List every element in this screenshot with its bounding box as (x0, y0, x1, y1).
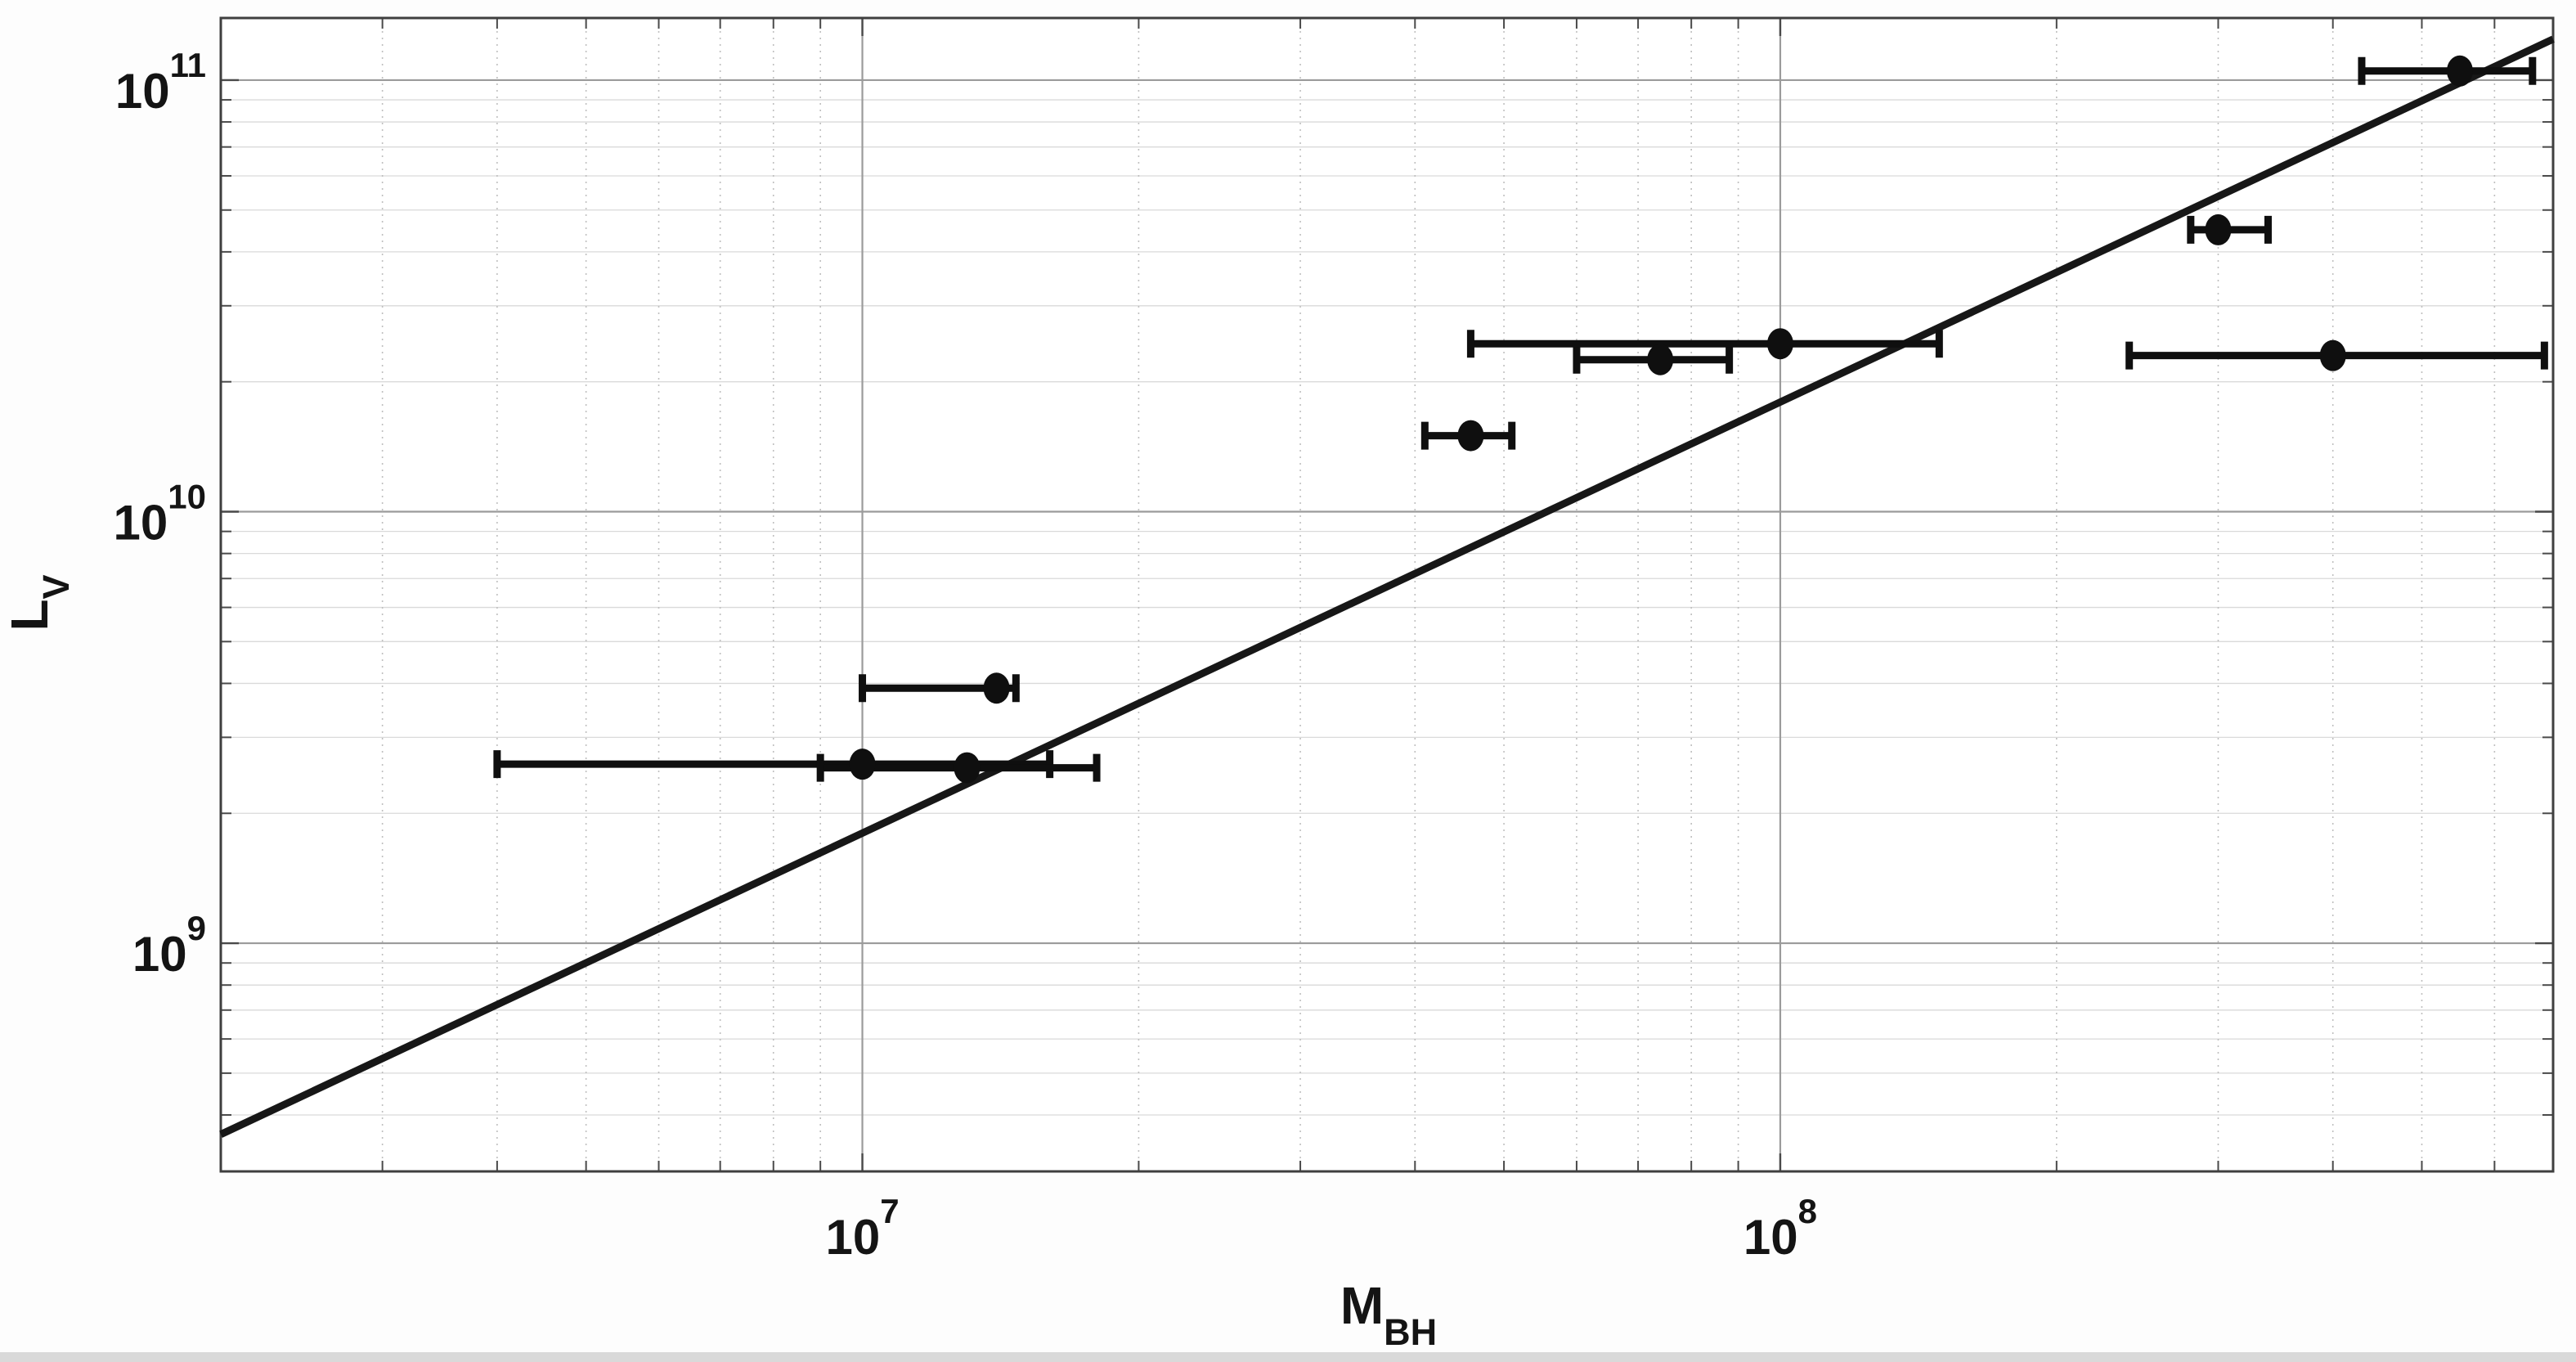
data-point (849, 748, 876, 780)
data-point (1457, 420, 1484, 452)
data-point (1647, 344, 1674, 375)
fit-line (219, 35, 2555, 1138)
y-tick-label: 1011 (115, 46, 206, 119)
plot-frame (219, 16, 2555, 1173)
y-axis-label: LV (0, 574, 77, 631)
data-point (983, 672, 1010, 704)
data-point (2446, 55, 2473, 87)
y-tick-label: 109 (132, 909, 206, 982)
data-point (1766, 328, 1793, 360)
data-point (954, 752, 981, 784)
plot-background (221, 18, 2553, 1171)
x-tick-label: 107 (825, 1192, 899, 1265)
x-tick-label: 108 (1744, 1192, 1817, 1265)
data-point (2205, 214, 2232, 245)
y-tick-label: 1010 (114, 478, 206, 551)
data-point (2319, 339, 2346, 371)
bottom-strip (0, 1352, 2576, 1362)
x-axis-label: MBH (1340, 1276, 1437, 1353)
